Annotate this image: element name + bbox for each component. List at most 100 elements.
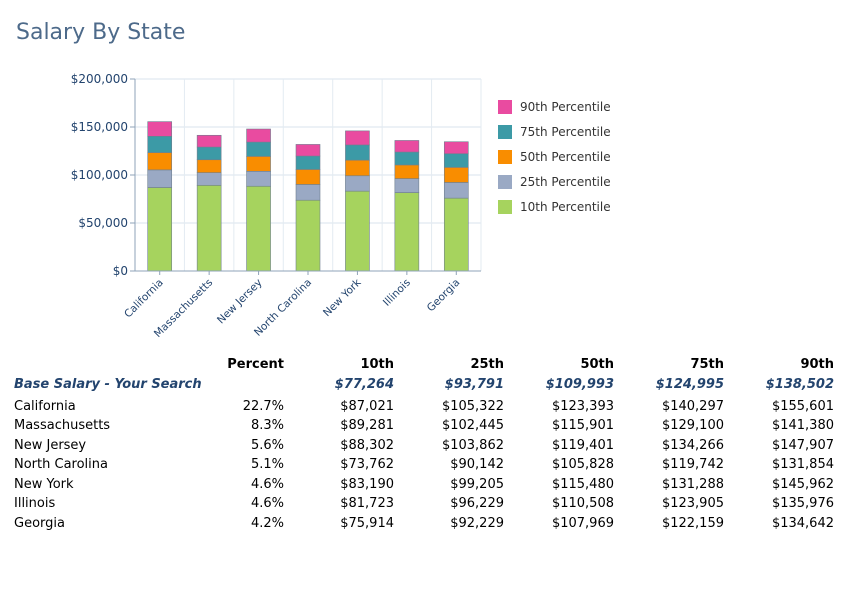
- header-25th: 25th: [470, 356, 504, 372]
- bar-segment: [345, 159, 370, 177]
- percent-cell: 5.1%: [250, 457, 284, 473]
- percent-cell: 4.6%: [250, 476, 284, 492]
- y-tick-label: $50,000: [78, 216, 128, 230]
- table-row: New Jersey 5.6% $88,302 $103,862 $119,40…: [14, 436, 834, 456]
- bar-segment: [246, 170, 271, 187]
- salary-table: Percent 10th 25th 50th 75th 90th Base Sa…: [14, 353, 834, 533]
- p25-cell: $90,142: [450, 457, 504, 473]
- state-cell: Massachusetts: [14, 418, 111, 434]
- p10-cell: $75,914: [340, 515, 394, 531]
- p10-cell: $87,021: [340, 398, 394, 414]
- table-row: Massachusetts 8.3% $89,281 $102,445 $115…: [14, 416, 834, 436]
- state-cell: New Jersey: [14, 437, 87, 453]
- p90-cell: $131,854: [771, 457, 834, 473]
- p25-cell: $105,322: [441, 398, 504, 414]
- bar-segment: [196, 134, 222, 148]
- page-title: Salary By State: [16, 20, 186, 45]
- bar-segment: [196, 184, 222, 272]
- p50-cell: $115,901: [551, 418, 614, 434]
- table-header-row: Percent 10th 25th 50th 75th 90th: [14, 353, 834, 375]
- p10-cell: $81,723: [340, 496, 394, 512]
- legend-label: 10th Percentile: [520, 199, 611, 214]
- bar-segment: [345, 144, 370, 161]
- search-row: Base Salary - Your Search $77,264 $93,79…: [14, 375, 834, 397]
- bar-segment: [394, 178, 420, 193]
- x-tick-label: New York: [321, 276, 364, 319]
- y-tick-label: $150,000: [71, 120, 128, 134]
- percent-cell: 8.3%: [250, 418, 284, 434]
- legend-label: 25th Percentile: [520, 174, 611, 189]
- bar-segment: [394, 164, 420, 179]
- p75-cell: $123,905: [661, 496, 724, 512]
- p90-cell: $135,976: [771, 496, 834, 512]
- header-percent: Percent: [227, 356, 284, 372]
- legend-swatch: [498, 99, 512, 114]
- p25-cell: $103,862: [441, 437, 504, 453]
- p75-cell: $134,266: [661, 437, 724, 453]
- y-tick-label: $100,000: [71, 168, 128, 182]
- p25-cell: $92,229: [450, 515, 504, 531]
- bar-segment: [295, 155, 321, 170]
- p90-cell: $141,380: [771, 418, 834, 434]
- header-10th: 10th: [360, 356, 394, 372]
- p10-cell: $88,302: [340, 437, 394, 453]
- p90-cell: $134,642: [771, 515, 834, 531]
- state-cell: California: [14, 398, 76, 414]
- p75-cell: $119,742: [661, 457, 724, 473]
- bar-segment: [147, 152, 173, 171]
- bar-segment: [147, 169, 173, 188]
- y-tick-label: $200,000: [71, 72, 128, 86]
- table-row: California 22.7% $87,021 $105,322 $123,3…: [14, 397, 834, 417]
- x-tick-label: Illinois: [381, 277, 413, 309]
- legend-item-90th: 90th Percentile: [498, 94, 611, 119]
- p25-cell: $96,229: [450, 496, 504, 512]
- p50-cell: $115,480: [551, 476, 614, 492]
- bar-segment: [345, 130, 370, 146]
- legend-item-10th: 10th Percentile: [498, 194, 611, 219]
- bar-segment: [147, 136, 173, 153]
- table-row: Georgia 4.2% $75,914 $92,229 $107,969 $1…: [14, 514, 834, 534]
- percent-cell: 5.6%: [250, 437, 284, 453]
- p75-cell: $131,288: [661, 476, 724, 492]
- legend-label: 50th Percentile: [520, 149, 611, 164]
- percent-cell: 4.2%: [250, 515, 284, 531]
- bar-segment: [443, 182, 469, 199]
- bar-segment: [443, 167, 469, 183]
- bar-segment: [443, 197, 469, 272]
- bar-segment: [394, 192, 420, 272]
- legend-swatch: [498, 124, 512, 139]
- bar-segment: [443, 153, 469, 168]
- search-row-percent: [204, 375, 284, 397]
- header-state: [14, 353, 204, 375]
- p10-cell: $73,762: [340, 457, 394, 473]
- legend-swatch: [498, 174, 512, 189]
- p10-cell: $89,281: [340, 418, 394, 434]
- legend-swatch: [498, 149, 512, 164]
- bar-segment: [196, 146, 222, 161]
- p10-cell: $83,190: [340, 476, 394, 492]
- p75-cell: $129,100: [661, 418, 724, 434]
- bar-segment: [246, 128, 271, 143]
- header-50th: 50th: [580, 356, 614, 372]
- p25-cell: $99,205: [450, 476, 504, 492]
- bar-segment: [345, 175, 370, 192]
- state-cell: North Carolina: [14, 457, 108, 473]
- header-90th: 90th: [800, 356, 834, 372]
- y-tick-label: $0: [113, 264, 128, 278]
- bar-segment: [196, 172, 222, 186]
- bar-segment: [394, 151, 420, 166]
- search-row-label: Base Salary - Your Search: [14, 377, 202, 392]
- bar-segment: [345, 190, 370, 272]
- table-row: New York 4.6% $83,190 $99,205 $115,480 $…: [14, 475, 834, 495]
- table-row: North Carolina 5.1% $73,762 $90,142 $105…: [14, 455, 834, 475]
- p75-cell: $140,297: [661, 398, 724, 414]
- p50-cell: $105,828: [551, 457, 614, 473]
- bar-segment: [394, 140, 420, 153]
- chart-legend: 90th Percentile 75th Percentile 50th Per…: [498, 94, 611, 219]
- percent-cell: 4.6%: [250, 496, 284, 512]
- bar-segment: [246, 156, 271, 172]
- bar-segment: [147, 187, 173, 272]
- bar-segment: [295, 199, 321, 272]
- legend-label: 75th Percentile: [520, 124, 611, 139]
- p90-cell: $155,601: [771, 398, 834, 414]
